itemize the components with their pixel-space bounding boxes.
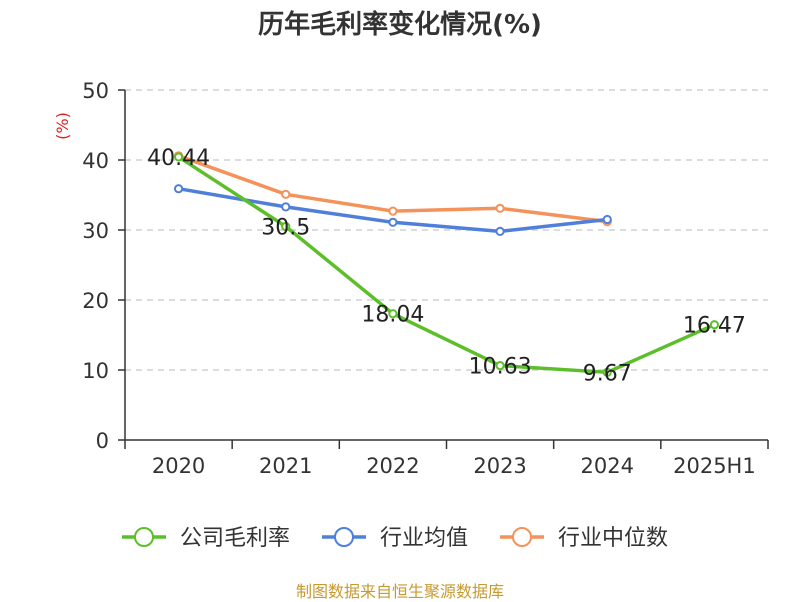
x-tick-label: 2023	[473, 454, 526, 478]
data-point	[388, 206, 398, 216]
legend-item[interactable]: 公司毛利率	[122, 526, 290, 551]
legend-item[interactable]: 行业均值	[322, 526, 468, 551]
y-tick-label: 0	[96, 429, 109, 453]
axes: 0 10 20 30 40 50 (%) 2020 2021 2022 2023 2024 2025H1	[53, 79, 769, 478]
legend-label: 行业中位数	[558, 526, 668, 551]
y-tick-label: 40	[82, 149, 109, 173]
data-point	[388, 217, 398, 227]
x-tick-label: 2024	[581, 454, 634, 478]
series-line	[177, 155, 716, 375]
data-label: 30.5	[261, 216, 310, 241]
data-label: 40.44	[147, 146, 210, 171]
y-tick-label: 30	[82, 219, 109, 243]
data-point	[495, 360, 505, 371]
chart-title: 历年毛利率变化情况(%)	[258, 10, 542, 40]
legend-label: 行业均值	[380, 526, 468, 551]
y-tick-label: 10	[82, 359, 109, 383]
data-point	[281, 221, 291, 232]
data-point	[281, 189, 291, 199]
data-point	[602, 367, 612, 377]
legend[interactable]: 公司毛利率 行业均值 行业中位数	[122, 526, 668, 551]
x-tick-label: 2020	[152, 454, 205, 478]
data-point	[173, 184, 184, 194]
legend-marker	[134, 527, 154, 547]
x-tick-label: 2025H1	[673, 454, 756, 478]
y-axis-label: (%)	[53, 112, 72, 140]
grid-lines	[125, 89, 768, 371]
data-point	[495, 203, 505, 213]
data-label: 16.47	[683, 314, 746, 339]
x-tick-label: 2021	[259, 454, 312, 478]
y-tick-label: 20	[82, 289, 109, 313]
legend-item[interactable]: 行业中位数	[500, 526, 668, 551]
x-tick-label: 2022	[366, 454, 419, 478]
data-label: 9.67	[583, 361, 632, 386]
y-tick-label: 50	[82, 79, 109, 103]
data-point	[709, 320, 720, 330]
series-lines	[173, 151, 720, 377]
data-point	[173, 152, 184, 162]
legend-marker	[334, 527, 354, 547]
source-note: 制图数据来自恒生聚源数据库	[295, 582, 504, 601]
data-point	[281, 202, 291, 212]
data-label: 18.04	[361, 303, 424, 328]
data-point	[388, 309, 398, 319]
legend-label: 公司毛利率	[180, 526, 290, 551]
data-labels: 40.44 30.5 18.04 10.63 9.67 16.47	[147, 146, 746, 386]
data-label: 10.63	[469, 355, 532, 380]
data-point	[602, 214, 612, 225]
legend-marker	[512, 527, 532, 547]
data-point	[495, 226, 505, 236]
